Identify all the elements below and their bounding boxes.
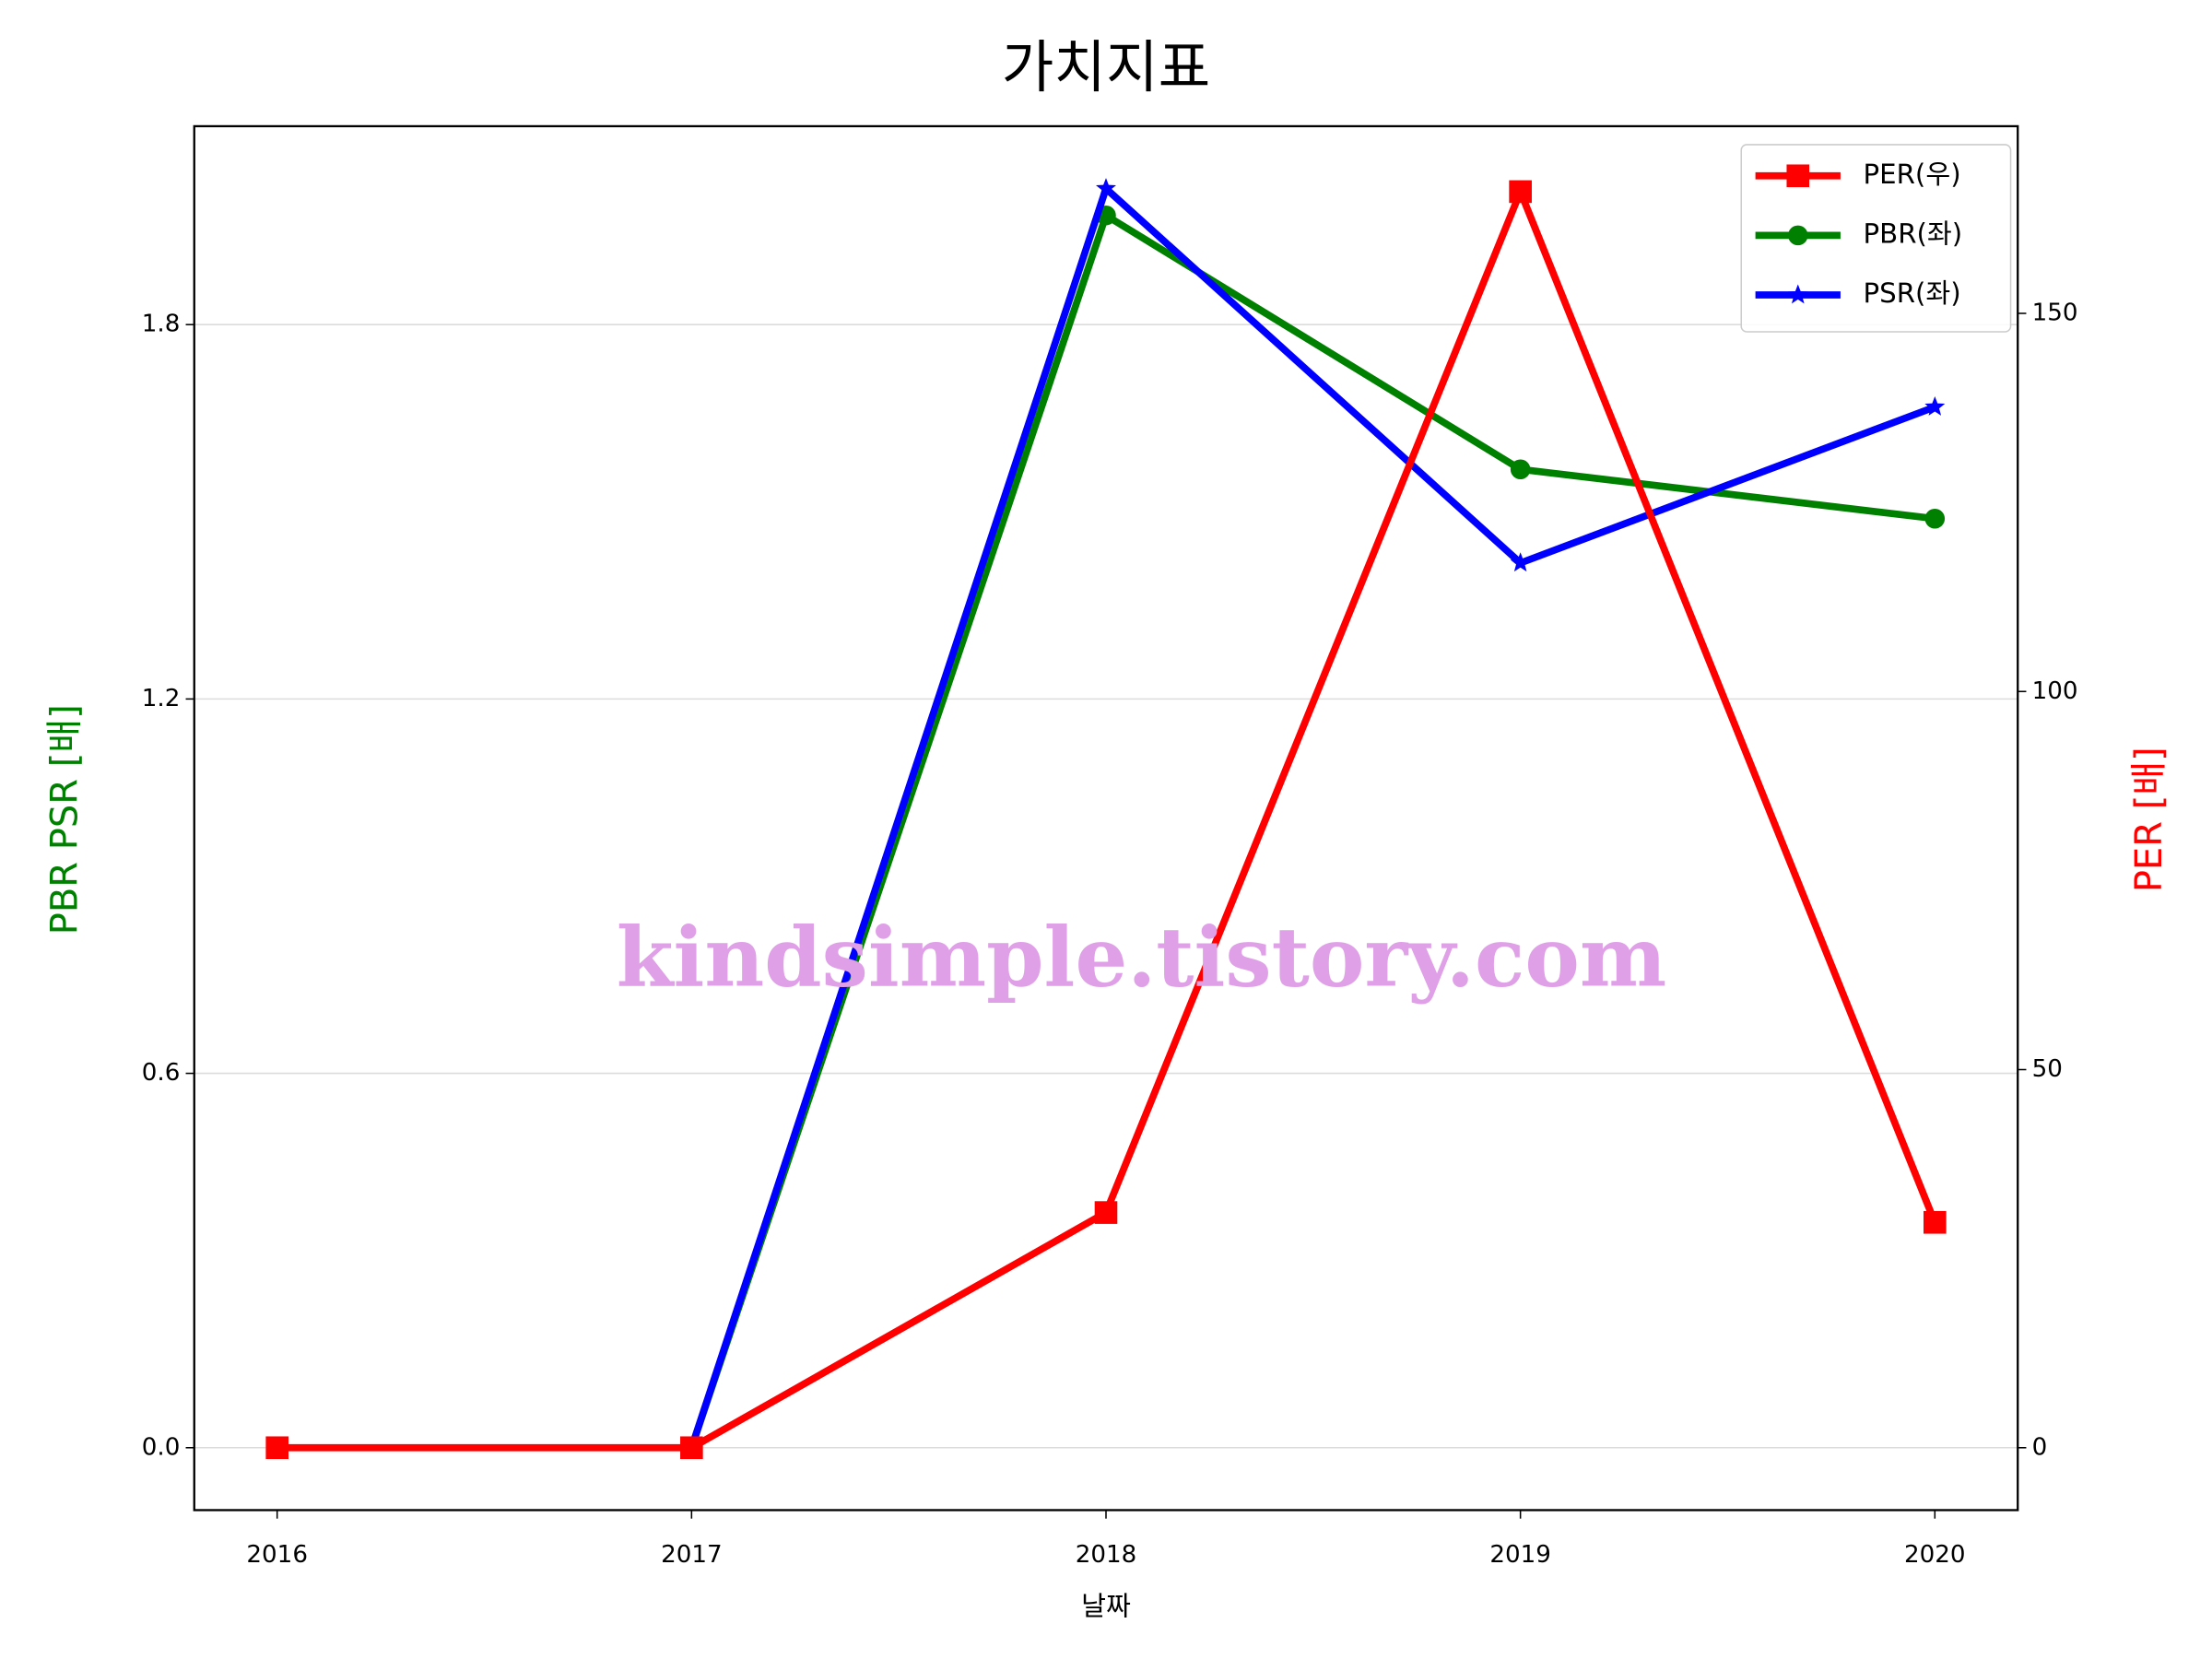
axes: 0.0 0.6 1.2 1.8 0 50 100 150 2016 2017 2018 2019 202… xyxy=(142,299,2078,1569)
marker xyxy=(1924,508,1946,529)
x-tick-label: 2017 xyxy=(661,1541,723,1569)
y-tick-label: 0.6 xyxy=(142,1059,181,1087)
marker xyxy=(1094,1201,1118,1224)
y2-axis-label: PER [배] xyxy=(2128,747,2171,892)
chart-title: 가치지표 xyxy=(1002,34,1210,100)
watermark: kindsimple.tistory.com xyxy=(617,910,1667,1006)
x-tick-label: 2020 xyxy=(1904,1541,1966,1569)
legend-box xyxy=(1740,144,2012,333)
marker xyxy=(680,1436,703,1460)
legend: PER(우) PBR(좌) PSR(좌) xyxy=(1740,144,2012,333)
y-tick-label: 0.0 xyxy=(142,1433,181,1461)
y-tick-label: 1.2 xyxy=(142,685,181,712)
marker xyxy=(1509,180,1532,204)
x-tick-label: 2016 xyxy=(246,1541,308,1569)
marker xyxy=(1096,178,1116,197)
marker xyxy=(1787,284,1808,304)
marker xyxy=(1786,164,1810,188)
marker xyxy=(1924,396,1946,416)
y-tick-label: 1.8 xyxy=(142,311,181,338)
x-tick-label: 2018 xyxy=(1076,1541,1137,1569)
x-axis-label: 날짜 xyxy=(1081,1591,1131,1622)
series-line xyxy=(688,211,1936,1449)
series-line xyxy=(688,184,1936,1449)
plot-area xyxy=(265,178,1947,1460)
marker xyxy=(1510,552,1531,572)
y2-tick-label: 0 xyxy=(2032,1433,2048,1461)
y2-tick-label: 50 xyxy=(2032,1055,2063,1083)
x-tick-label: 2019 xyxy=(1489,1541,1551,1569)
legend-label: PBR(좌) xyxy=(1864,218,1963,249)
marker xyxy=(1923,1210,1947,1234)
marker xyxy=(1788,225,1808,246)
marker xyxy=(265,1436,289,1460)
y2-tick-label: 150 xyxy=(2032,299,2078,326)
legend-label: PER(우) xyxy=(1864,159,1961,190)
legend-label: PSR(좌) xyxy=(1864,277,1961,309)
marker xyxy=(1510,459,1531,480)
y2-tick-label: 100 xyxy=(2032,677,2078,705)
y-axis-label: PBR PSR [배] xyxy=(43,704,86,935)
